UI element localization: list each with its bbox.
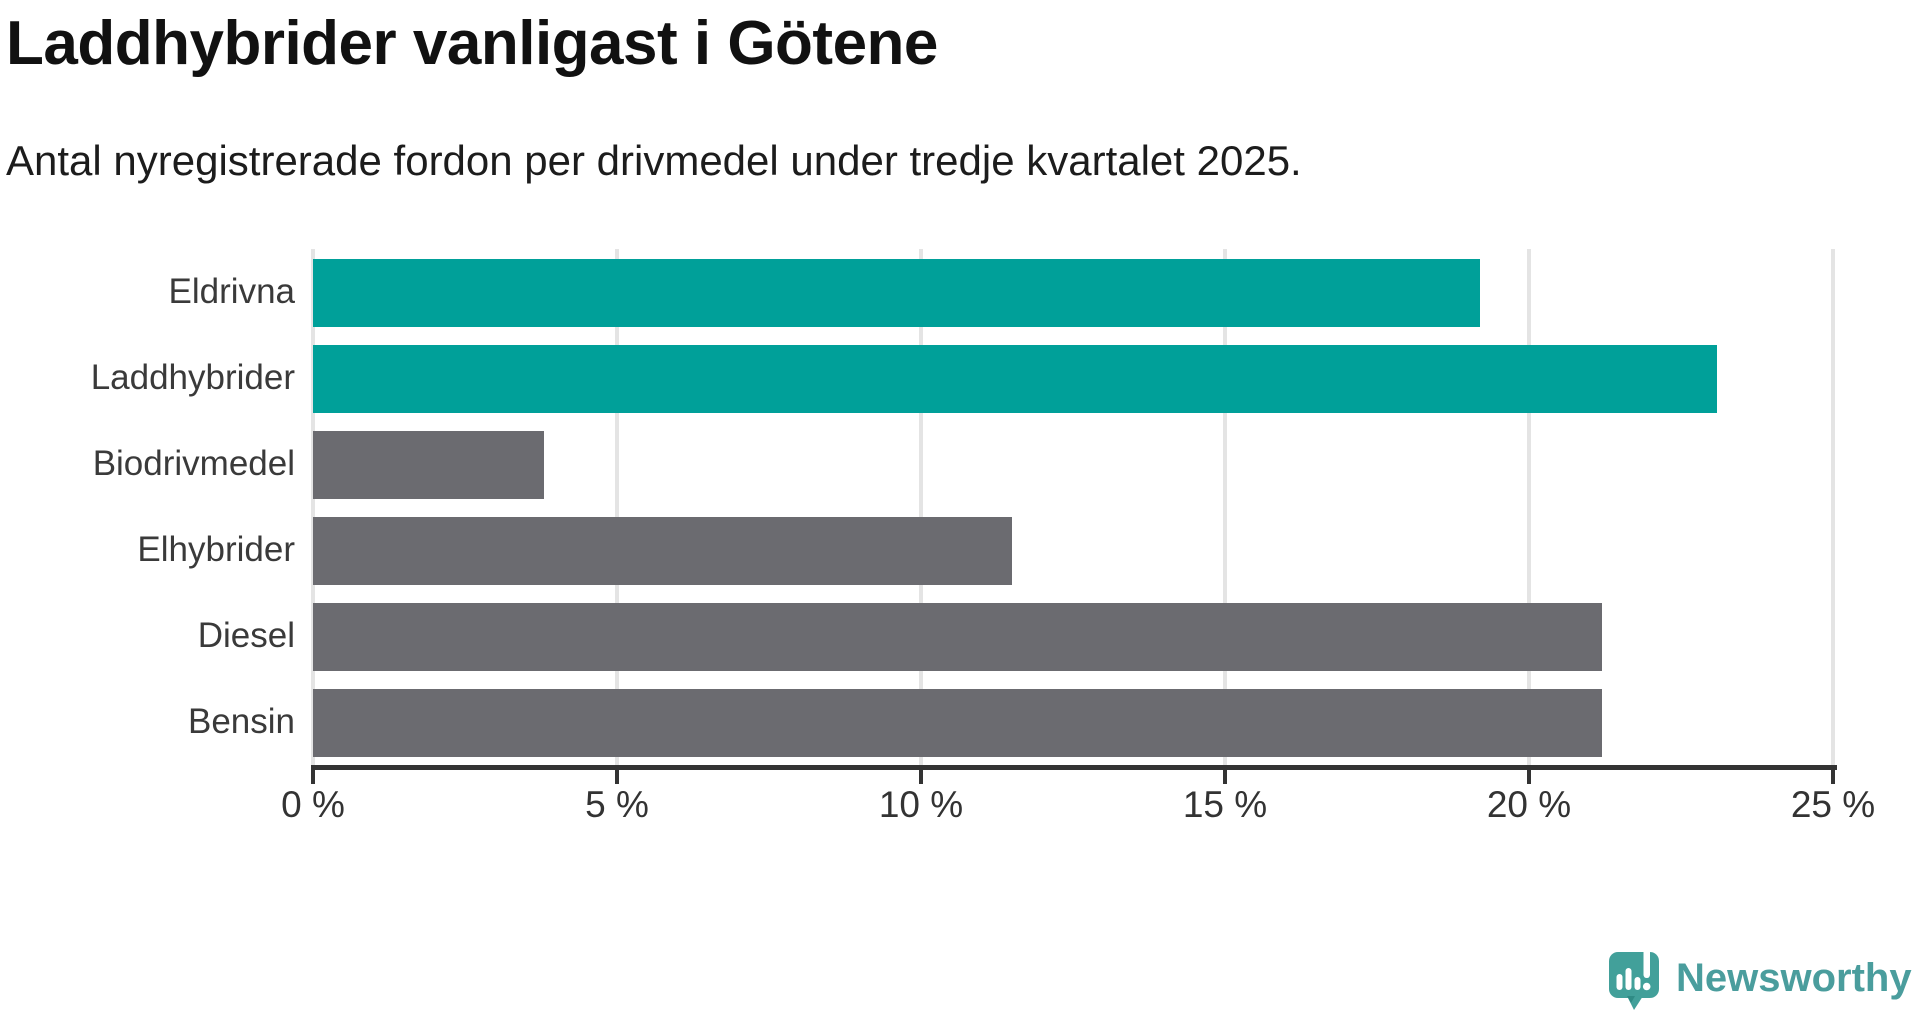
gridline: [311, 249, 315, 765]
category-label: Eldrivna: [168, 272, 295, 311]
logo-bubble: [1609, 952, 1659, 998]
bar: [313, 431, 545, 499]
bar: [313, 517, 1013, 585]
tick-mark: [1527, 765, 1531, 784]
tick-label: 5 %: [585, 784, 649, 825]
logo-bubble-fold: [1627, 996, 1635, 1003]
tick-label: 15 %: [1182, 784, 1268, 825]
brand-name: Newsworthy: [1676, 956, 1912, 1000]
category-label: Laddhybrider: [90, 358, 295, 397]
bar: [313, 345, 1718, 413]
tick-label: 10 %: [878, 784, 964, 825]
bar: [313, 259, 1481, 327]
chart-subtitle: Antal nyregistrerade fordon per drivmede…: [6, 137, 1302, 184]
tick-label: 0 %: [281, 784, 345, 825]
gridline: [919, 249, 923, 765]
category-label: Elhybrider: [137, 530, 295, 569]
bar: [313, 603, 1602, 671]
tick-mark: [615, 765, 619, 784]
tick-label: 25 %: [1790, 784, 1876, 825]
tick-label: 20 %: [1486, 784, 1572, 825]
gridline: [1527, 249, 1531, 765]
x-axis-line: [311, 765, 1837, 770]
category-label: Diesel: [197, 616, 295, 655]
gridline: [615, 249, 619, 765]
gridline: [1831, 249, 1835, 765]
category-label: Biodrivmedel: [92, 444, 295, 483]
tick-mark: [1831, 765, 1835, 784]
tick-mark: [1223, 765, 1227, 784]
newsworthy-logo-icon: [1609, 947, 1659, 1010]
category-label: Bensin: [187, 702, 295, 741]
chart-title: Laddhybrider vanligast i Götene: [6, 9, 938, 78]
bar: [313, 689, 1602, 757]
tick-mark: [311, 765, 315, 784]
tick-mark: [919, 765, 923, 784]
gridline: [1223, 249, 1227, 765]
